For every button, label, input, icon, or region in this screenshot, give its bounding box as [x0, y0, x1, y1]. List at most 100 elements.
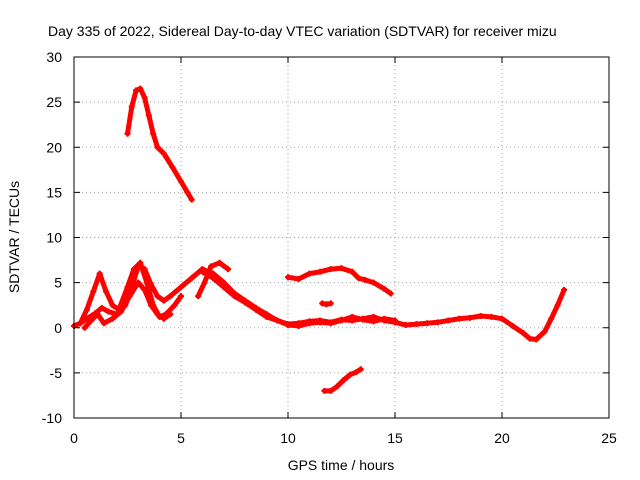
y-tick-label: 25 — [46, 94, 62, 110]
data-point — [167, 311, 174, 318]
data-point — [145, 112, 152, 119]
data-point — [137, 85, 144, 92]
data-point — [392, 317, 398, 324]
data-point — [169, 164, 176, 171]
data-point — [160, 150, 167, 157]
data-point — [154, 293, 161, 300]
data-point — [274, 317, 281, 324]
data-point — [338, 317, 345, 324]
data-point — [178, 284, 184, 291]
data-point — [285, 274, 291, 281]
data-point — [357, 366, 364, 373]
data-point — [499, 315, 505, 322]
data-point — [118, 308, 125, 315]
data-point — [334, 383, 341, 390]
data-point — [94, 311, 101, 318]
data-point — [387, 290, 394, 297]
data-point — [150, 130, 157, 137]
data-point — [347, 371, 354, 378]
data-point — [509, 322, 516, 329]
data-point — [445, 317, 452, 324]
data-point — [124, 130, 131, 137]
data-point — [195, 293, 202, 300]
y-tick-label: 0 — [54, 320, 62, 336]
x-tick-labels: 0 5 10 15 20 25 — [70, 430, 617, 446]
data-point — [541, 328, 548, 335]
data-point — [327, 320, 334, 327]
data-point — [210, 275, 217, 282]
y-tick-label: 10 — [46, 230, 62, 246]
data-point — [105, 308, 112, 315]
data-point — [141, 94, 148, 101]
data-point — [321, 387, 328, 394]
x-tick-label: 10 — [280, 430, 296, 446]
data-point — [220, 284, 227, 291]
data-point — [353, 368, 360, 375]
y-axis-label: SDTVAR / TECUs — [6, 181, 22, 293]
data-point — [178, 293, 184, 300]
data-point — [327, 300, 334, 307]
data-point — [133, 87, 140, 94]
data-point — [381, 285, 388, 292]
data-point — [141, 286, 148, 293]
data-point — [216, 259, 223, 266]
data-point — [306, 320, 313, 327]
grid-lines — [74, 57, 609, 418]
y-tick-label: 15 — [46, 184, 62, 200]
y-tick-label: -10 — [42, 410, 62, 426]
data-point — [252, 306, 259, 313]
data-point — [128, 103, 135, 110]
y-tick-label: -5 — [50, 365, 63, 381]
data-point — [359, 316, 366, 323]
x-axis-label: GPS time / hours — [288, 457, 395, 473]
data-series — [71, 85, 568, 394]
data-point — [96, 270, 103, 277]
data-point — [370, 279, 377, 286]
data-point — [154, 144, 161, 151]
y-tick-label: 30 — [46, 49, 62, 65]
data-point — [201, 279, 208, 286]
series-arc-f — [285, 265, 394, 296]
data-point — [100, 320, 107, 327]
y-tick-label: 20 — [46, 139, 62, 155]
data-point — [103, 288, 110, 295]
x-tick-label: 15 — [387, 430, 403, 446]
y-tick-label: 5 — [54, 275, 62, 291]
data-point — [77, 320, 84, 327]
data-point — [130, 266, 137, 273]
data-point — [188, 196, 195, 203]
data-point — [178, 178, 184, 185]
data-point — [231, 293, 238, 300]
data-point — [148, 302, 155, 309]
y-tick-labels: -10 -5 0 5 10 15 20 25 30 — [42, 49, 62, 426]
data-point — [83, 306, 90, 313]
data-point — [137, 259, 144, 266]
data-point — [207, 263, 214, 270]
data-point — [456, 315, 463, 322]
data-point — [381, 315, 388, 322]
data-point — [295, 276, 302, 283]
data-point — [338, 265, 345, 272]
data-point — [477, 313, 484, 320]
data-point — [295, 322, 302, 329]
data-point — [88, 317, 95, 324]
data-point — [340, 377, 347, 384]
data-point — [554, 302, 561, 309]
data-point — [349, 313, 356, 320]
data-point — [533, 336, 540, 343]
data-point — [109, 315, 116, 322]
data-point — [317, 268, 324, 275]
data-point — [548, 315, 555, 322]
data-point — [526, 335, 533, 342]
data-point — [171, 302, 178, 309]
data-point — [188, 275, 195, 282]
data-point — [143, 279, 150, 286]
data-point — [327, 387, 334, 394]
data-point — [362, 276, 369, 283]
data-point — [160, 297, 167, 304]
data-point — [184, 189, 191, 196]
data-point — [520, 330, 527, 337]
data-point — [109, 302, 116, 309]
data-point — [135, 279, 142, 286]
